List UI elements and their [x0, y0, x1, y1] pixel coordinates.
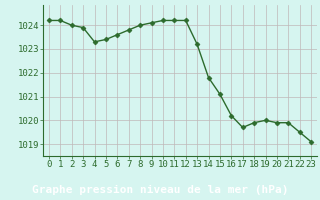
- Text: Graphe pression niveau de la mer (hPa): Graphe pression niveau de la mer (hPa): [32, 185, 288, 195]
